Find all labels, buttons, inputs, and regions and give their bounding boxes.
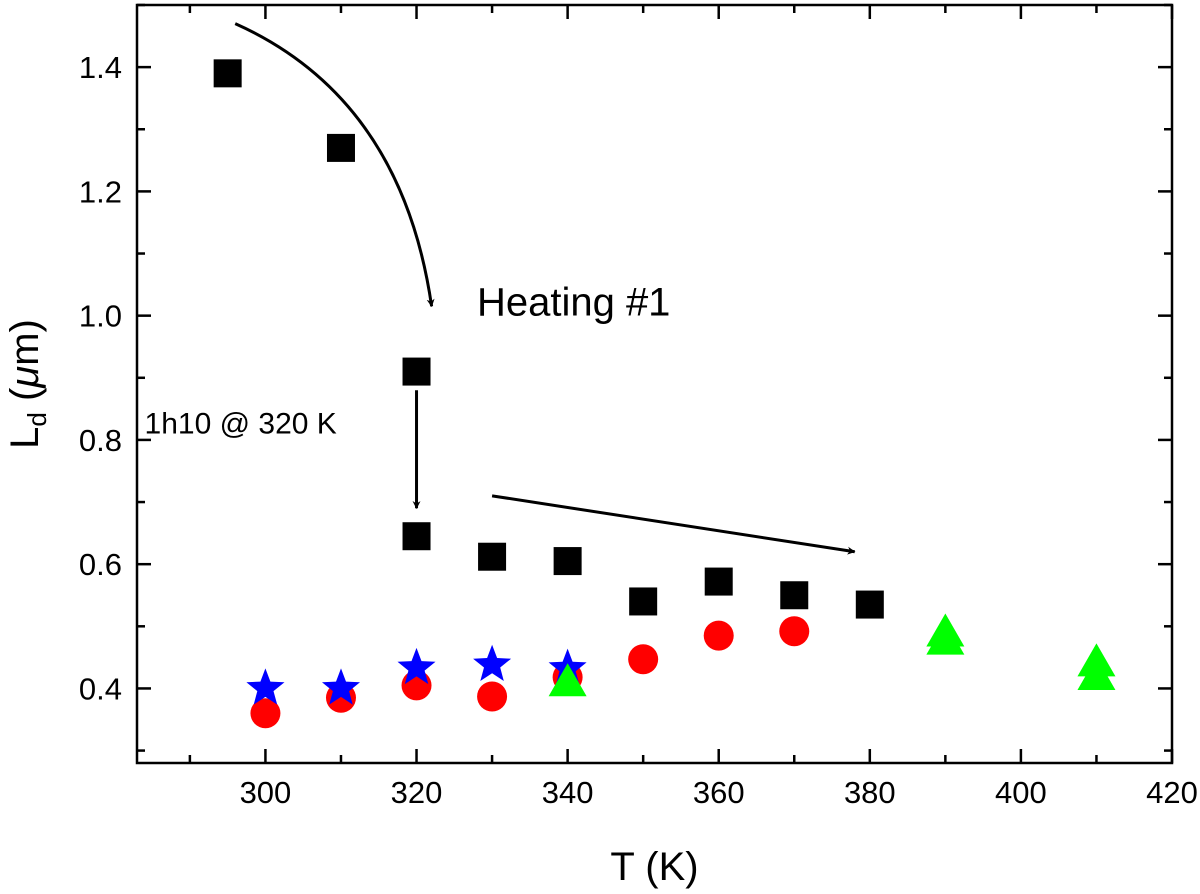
square-point (780, 581, 809, 610)
x-tick-label: 300 (240, 775, 292, 810)
annotations: Heating #1 1h10 @ 320 K (145, 281, 671, 441)
square-point (553, 547, 582, 576)
square-point (402, 522, 431, 551)
square-point (402, 357, 431, 386)
square-point (478, 542, 507, 571)
data-points (213, 59, 1116, 729)
y-axis-title-unit: m) (3, 319, 47, 366)
x-tick-label: 400 (995, 775, 1047, 810)
axis-tick-labels: 300 320 340 360 380 400 420 0.4 0.6 0.8 1.0 1.2 1.4 (79, 50, 1198, 810)
y-axis-title: Ld (μm) (3, 319, 52, 449)
y-tick-label: 0.4 (79, 671, 122, 706)
x-tick-label: 380 (844, 775, 896, 810)
y-tick-label: 0.8 (79, 423, 122, 458)
triangle-point (548, 663, 587, 697)
star-point (246, 668, 285, 705)
square-point (629, 587, 658, 616)
square-point (855, 590, 884, 619)
y-axis-title-mu: μ (3, 366, 47, 389)
annotation-hold: 1h10 @ 320 K (145, 408, 337, 441)
y-tick-label: 1.0 (79, 299, 122, 334)
y-tick-label: 0.6 (79, 547, 122, 582)
star-point (322, 668, 360, 705)
y-axis-title-main: L (3, 427, 47, 449)
curved-arrow (234, 22, 435, 308)
circle-point (250, 698, 281, 729)
x-axis-title: T (K) (610, 845, 698, 889)
square-point (704, 567, 733, 596)
circle-point (477, 681, 508, 712)
triangle-point (926, 621, 965, 655)
star-point (473, 644, 512, 681)
axis-ticks (137, 3, 1174, 763)
triangle-point (1077, 657, 1116, 691)
star-point (397, 647, 436, 685)
y-tick-label: 1.2 (79, 174, 122, 209)
x-tick-label: 340 (542, 775, 594, 810)
plot-frame (135, 3, 1174, 765)
circle-point (779, 616, 810, 647)
circle-point (628, 644, 659, 675)
square-point (326, 133, 355, 162)
right-arrow (491, 494, 856, 555)
x-tick-label: 420 (1146, 775, 1198, 810)
y-tick-label: 1.4 (79, 50, 122, 85)
square-point (213, 59, 242, 88)
y-axis-title-open: ( (3, 387, 47, 412)
annotation-heating: Heating #1 (477, 281, 670, 325)
y-axis-title-subscript: d (22, 412, 52, 426)
circle-point (703, 620, 734, 651)
annotation-arrows (234, 22, 856, 555)
x-tick-label: 360 (693, 775, 745, 810)
x-tick-label: 320 (391, 775, 443, 810)
